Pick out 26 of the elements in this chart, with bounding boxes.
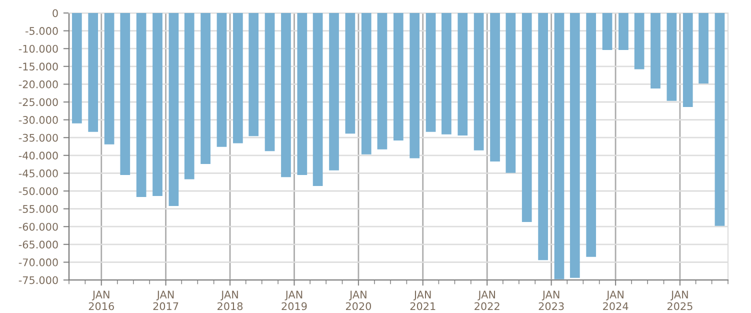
y-tick-label: -15.000 [18, 62, 58, 71]
x-tick-label: JAN 2019 [282, 290, 307, 310]
y-tick-label: -40.000 [18, 152, 58, 160]
x-tick-label: JAN 2016 [88, 290, 114, 310]
y-tick-label: -65.000 [18, 240, 58, 249]
y-tick-label: -50.000 [18, 187, 58, 196]
y-tick-label: -55.000 [18, 205, 58, 213]
x-tick-label: JAN 2020 [346, 290, 372, 310]
y-tick-label: -25.000 [18, 98, 58, 106]
y-tick-label: 0 [52, 9, 58, 18]
x-tick-label: JAN 2023 [538, 290, 564, 310]
y-tick-label: -10.000 [18, 44, 58, 53]
x-tick-label: JAN 2022 [474, 290, 500, 310]
y-tick-label: -30.000 [18, 116, 58, 124]
y-tick-label: -35.000 [18, 134, 58, 142]
y-tick-label: -45.000 [18, 169, 58, 178]
x-tick-label: JAN 2021 [410, 290, 436, 310]
y-tick-label: -20.000 [18, 80, 58, 88]
y-tick-label: -5.000 [26, 27, 58, 35]
x-tick-label: JAN 2024 [603, 290, 628, 310]
y-tick-label: -70.000 [18, 258, 58, 266]
y-tick-label: -75.000 [18, 276, 58, 284]
x-tick-label: JAN 2017 [153, 290, 178, 310]
y-tick-label: -60.000 [18, 222, 58, 231]
x-tick-label: JAN 2025 [667, 290, 692, 310]
x-tick-label: JAN 2018 [218, 290, 243, 310]
